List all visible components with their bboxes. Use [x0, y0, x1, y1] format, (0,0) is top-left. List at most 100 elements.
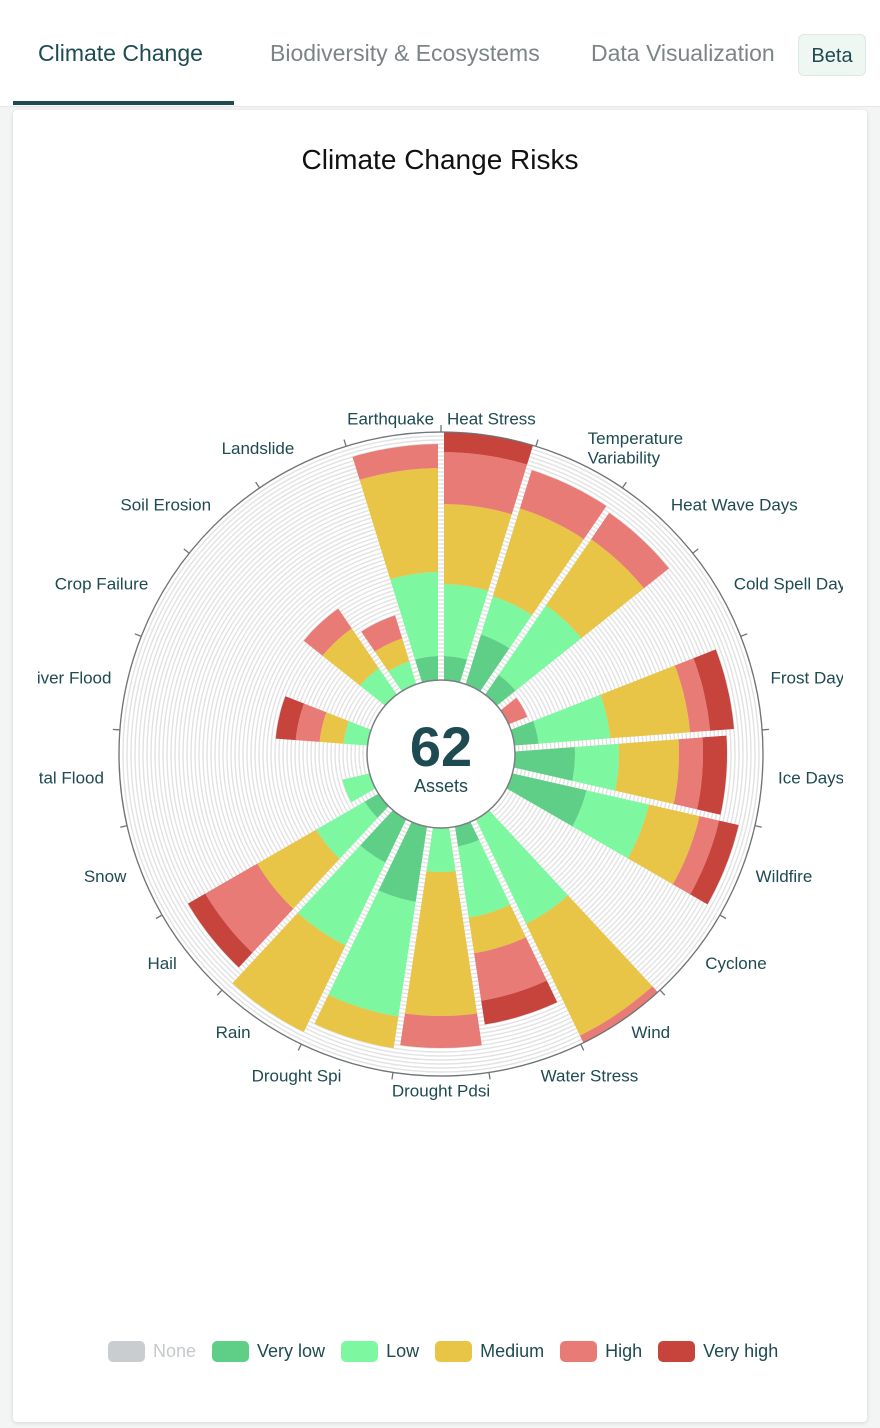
bar-rain-medium[interactable] — [232, 912, 346, 1032]
bar-water-stress-low[interactable] — [458, 839, 511, 918]
axis-tick — [719, 914, 727, 920]
category-label: Temperature Variability — [588, 430, 683, 469]
bar-earthquake-medium[interactable] — [359, 468, 438, 580]
axis-tick — [762, 728, 770, 731]
bar-heat-stress-very-low[interactable] — [444, 656, 467, 683]
legend-item-very-low[interactable]: Very low — [212, 1341, 325, 1362]
bar-frost-days-very-high[interactable] — [693, 649, 734, 731]
legend-swatch — [341, 1341, 379, 1362]
axis-tick — [120, 825, 128, 828]
bar-heat-wave-days-medium[interactable] — [546, 539, 644, 639]
bar-hail-medium[interactable] — [257, 829, 340, 909]
bar-water-stress-medium[interactable] — [468, 904, 526, 954]
bar-rain-low[interactable] — [297, 845, 386, 946]
bar-wildfire-medium[interactable] — [627, 804, 700, 885]
bar-soil-erosion-low[interactable] — [360, 668, 397, 706]
category-label: Snow — [84, 867, 127, 886]
bar-earthquake-very-low[interactable] — [415, 656, 438, 683]
legend-item-very-high[interactable]: Very high — [658, 1341, 778, 1362]
legend-item-medium[interactable]: Medium — [435, 1341, 544, 1362]
bar-temperature-variability-high[interactable] — [519, 470, 607, 540]
category-label: River Flood — [25, 668, 112, 687]
bar-hail-very-high[interactable] — [187, 893, 253, 968]
bar-frost-days-very-low[interactable] — [510, 721, 539, 746]
tab-biodiversity-ecosystems[interactable]: Biodiversity & Ecosystems — [270, 40, 540, 66]
bar-wildfire-very-low[interactable] — [506, 773, 587, 827]
gridline — [142, 455, 740, 1053]
bar-earthquake-high[interactable] — [352, 444, 439, 480]
bar-soil-erosion-high[interactable] — [303, 608, 352, 656]
bar-frost-days-medium[interactable] — [600, 665, 691, 739]
bar-wind-high[interactable] — [579, 986, 658, 1043]
tab-climate-change[interactable]: Climate Change — [38, 40, 203, 66]
bar-soil-erosion-medium[interactable] — [322, 628, 379, 686]
bar-river-flood-medium[interactable] — [319, 712, 349, 744]
bar-temperature-variability-medium[interactable] — [492, 508, 584, 616]
bar-rain-very-low[interactable] — [360, 810, 407, 863]
bar-drought-spi-low[interactable] — [328, 890, 416, 1017]
legend-label: Low — [386, 1341, 420, 1361]
legend-item-none[interactable]: None — [108, 1341, 196, 1362]
legend-swatch — [108, 1341, 145, 1362]
bar-wildfire-very-high[interactable] — [690, 820, 739, 905]
axis-tick — [754, 825, 762, 828]
bar-river-flood-very-high[interactable] — [275, 696, 304, 741]
axis-tick — [134, 633, 142, 637]
bar-ice-days-low[interactable] — [572, 743, 619, 791]
bar-ice-days-medium[interactable] — [615, 739, 679, 804]
category-label: Drought Pdsi — [392, 1081, 490, 1100]
chart-title: Climate Change Risks — [301, 144, 579, 175]
tab-data-visualization[interactable]: Data Visualization — [591, 40, 775, 66]
bar-drought-pdsi-medium[interactable] — [404, 871, 478, 1016]
axis-tick — [343, 439, 347, 447]
bar-drought-spi-very-low[interactable] — [378, 821, 427, 902]
axis-tick — [692, 548, 699, 554]
legend-label: High — [605, 1341, 643, 1361]
bar-wildfire-high[interactable] — [672, 816, 720, 895]
bar-temperature-variability-very-low[interactable] — [465, 634, 510, 692]
bar-heat-wave-days-high[interactable] — [591, 512, 669, 589]
bar-snow-low[interactable] — [342, 773, 376, 803]
bar-drought-pdsi-low[interactable] — [426, 827, 456, 872]
bar-wind-low[interactable] — [475, 810, 568, 924]
bar-heat-stress-low[interactable] — [444, 584, 489, 660]
bar-heat-stress-medium[interactable] — [444, 504, 512, 591]
bar-hail-low[interactable] — [316, 801, 378, 859]
axis-tick — [112, 728, 120, 731]
bar-drought-pdsi-high[interactable] — [400, 1013, 482, 1049]
bar-drought-spi-medium[interactable] — [314, 994, 399, 1049]
bar-earthquake-low[interactable] — [390, 572, 438, 660]
bar-water-stress-very-low[interactable] — [455, 821, 480, 847]
bar-wind-medium[interactable] — [526, 895, 653, 1036]
axis-tick — [488, 1072, 491, 1080]
bar-hail-high[interactable] — [205, 863, 294, 953]
bar-landslide-medium[interactable] — [374, 638, 410, 672]
bar-water-stress-very-high[interactable] — [481, 980, 558, 1025]
bar-water-stress-high[interactable] — [474, 937, 547, 1001]
category-label: Earthquake — [347, 409, 434, 428]
bar-frost-days-high[interactable] — [674, 658, 710, 733]
bar-ice-days-very-low[interactable] — [513, 747, 575, 781]
bar-heat-wave-days-low[interactable] — [498, 605, 582, 691]
bar-river-flood-low[interactable] — [343, 721, 372, 746]
bar-temperature-variability-low[interactable] — [481, 596, 532, 649]
bar-landslide-high[interactable] — [361, 615, 403, 652]
bar-ice-days-high[interactable] — [673, 737, 703, 810]
legend-label: Medium — [480, 1341, 545, 1361]
bar-wildfire-low[interactable] — [572, 790, 649, 859]
bar-ice-days-very-high[interactable] — [697, 735, 727, 815]
legend-swatch — [435, 1341, 473, 1362]
bar-frost-days-low[interactable] — [533, 694, 611, 744]
bar-river-flood-high[interactable] — [295, 703, 327, 742]
bar-heat-wave-days-very-low[interactable] — [485, 674, 516, 706]
category-label: Water Stress — [541, 1066, 639, 1085]
legend-item-low[interactable]: Low — [341, 1341, 419, 1362]
bar-heat-stress-high[interactable] — [444, 452, 528, 515]
axis-tick — [183, 548, 190, 554]
bar-landslide-low[interactable] — [388, 661, 417, 692]
bar-cold-spell-days-high[interactable] — [500, 697, 528, 725]
legend-item-high[interactable]: High — [560, 1341, 642, 1362]
gridline — [122, 435, 760, 1073]
legend-swatch — [212, 1341, 250, 1362]
category-label: Heat Stress — [447, 409, 536, 428]
